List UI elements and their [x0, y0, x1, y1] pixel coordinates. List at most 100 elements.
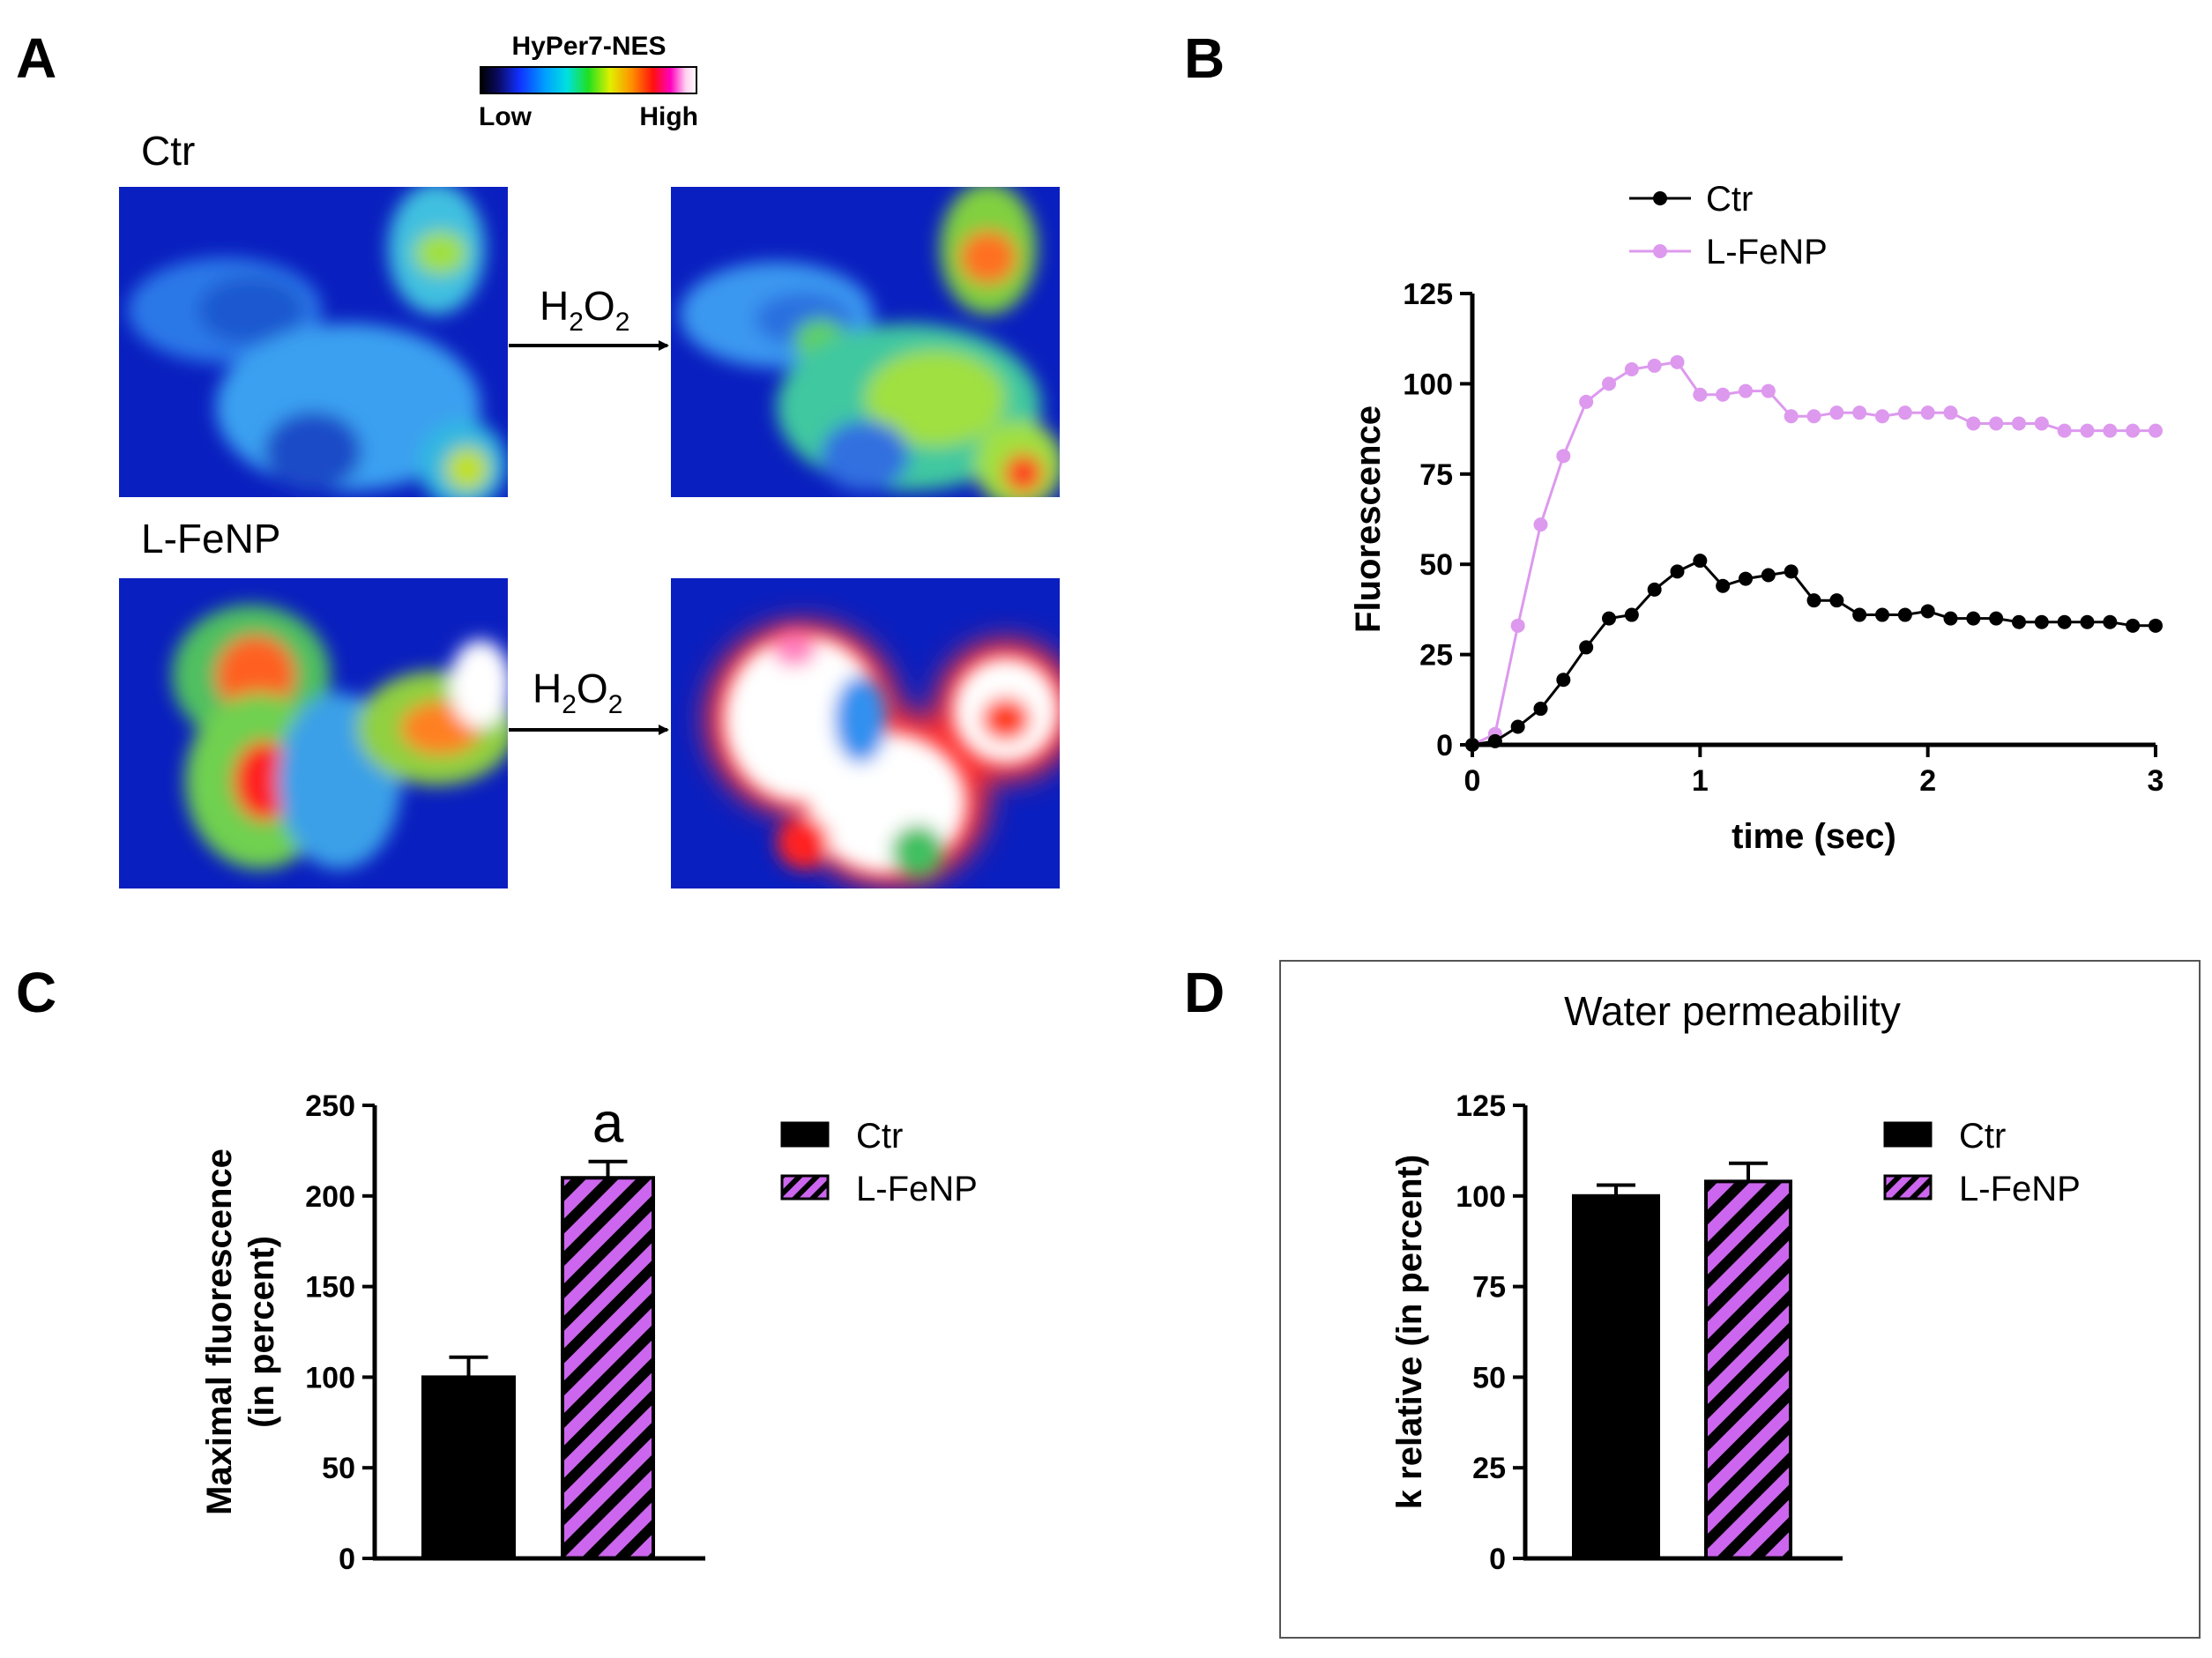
data-point-ctr [1465, 738, 1479, 752]
y-tick-label-c: 0 [339, 1543, 355, 1576]
data-point-l-fenp [1556, 449, 1571, 464]
micrograph-lfenp-before [119, 578, 508, 888]
y-tick-label-d: 0 [1489, 1543, 1506, 1576]
data-point-ctr [1533, 702, 1548, 717]
data-point-l-fenp [1739, 383, 1753, 398]
data-point-ctr [1875, 607, 1889, 622]
y-axis-title-c: Maximal fluorescence [200, 1149, 239, 1515]
bar-ctr-d [1572, 1193, 1660, 1561]
y-tick-label-b: 125 [1403, 278, 1453, 311]
data-point-ctr [1693, 554, 1708, 569]
legend-swatch-l-fenp-c [780, 1174, 830, 1201]
data-point-l-fenp [1784, 409, 1799, 424]
row-label-lfenp: L-FeNP [141, 516, 280, 561]
x-tick-label-b: 1 [1692, 764, 1709, 798]
y-tick-label-b: 50 [1419, 548, 1453, 582]
legend-label-l-fenp-d: L-FeNP [1959, 1170, 2081, 1208]
legend-swatch-ctr-c [780, 1121, 830, 1148]
y-tick-label-d: 25 [1472, 1452, 1506, 1485]
data-point-ctr [1761, 568, 1776, 583]
y-tick-label-d: 100 [1456, 1180, 1506, 1214]
data-point-l-fenp [2103, 423, 2118, 438]
y-tick-label-b: 75 [1419, 458, 1453, 492]
panel-d-frame [1279, 960, 2201, 1639]
y-tick-label-d: 125 [1456, 1089, 1506, 1123]
data-point-ctr [1739, 571, 1753, 586]
data-point-ctr [1966, 611, 1981, 626]
legend-label-l-fenp-c: L-FeNP [856, 1170, 978, 1208]
bar-l-fenp-d [1704, 1179, 1792, 1561]
line-chart-b: 0 25 50 75 100 125 0 1 2 3 time (sec) Fluorescence C… [1349, 180, 2164, 856]
data-point-ctr [1989, 611, 2004, 626]
micrograph-lfenp-after [671, 578, 1060, 888]
data-point-ctr [1806, 593, 1821, 608]
data-point-ctr [2080, 614, 2095, 629]
data-point-ctr [1579, 640, 1594, 655]
panel-label-a: A [16, 26, 56, 90]
x-axis-title-b: time (sec) [1732, 817, 1896, 856]
data-point-l-fenp [2057, 423, 2072, 438]
data-point-l-fenp [1693, 387, 1708, 402]
arrow-label-ctr: H2O2 [540, 283, 629, 337]
legend-label-l-fenp: L-FeNP [1706, 233, 1828, 271]
data-point-l-fenp [1647, 358, 1662, 373]
data-point-l-fenp [1533, 517, 1548, 532]
y-tick-label-c: 200 [305, 1180, 355, 1214]
y-axis-title-c: (in percent) [242, 1236, 281, 1428]
data-point-l-fenp [1761, 383, 1776, 398]
legend-swatch-ctr-d [1883, 1121, 1933, 1148]
data-point-l-fenp [1806, 409, 1821, 424]
colorbar-title: HyPer7-NES [511, 32, 666, 61]
data-point-l-fenp [1716, 387, 1731, 402]
data-point-ctr [1920, 604, 1935, 619]
data-point-l-fenp [1829, 405, 1844, 420]
colorbar-high-label: High [639, 102, 698, 131]
data-point-l-fenp [1852, 405, 1867, 420]
y-tick-label-c: 50 [322, 1452, 355, 1485]
x-tick-label-b: 2 [1919, 764, 1936, 798]
panel-label-c: C [16, 961, 56, 1024]
bar-chart-c: a 0 50 100 150 200 250 Maximal fluorescence (in … [200, 1089, 978, 1576]
data-point-l-fenp [2080, 423, 2095, 438]
y-tick-label-d: 50 [1472, 1361, 1506, 1394]
data-point-l-fenp [2012, 416, 2026, 431]
x-tick-label-b: 0 [1464, 764, 1481, 798]
data-point-l-fenp [2034, 416, 2049, 431]
legend-label-ctr-c: Ctr [856, 1117, 903, 1156]
panel-label-b: B [1184, 26, 1225, 90]
data-point-ctr [1784, 564, 1799, 579]
data-point-l-fenp [2149, 423, 2163, 438]
y-tick-label-c: 250 [305, 1089, 355, 1123]
legend-label-ctr: Ctr [1706, 180, 1753, 219]
y-tick-label-c: 100 [305, 1361, 355, 1394]
x-tick-label-b: 3 [2148, 764, 2164, 798]
data-point-l-fenp [1670, 354, 1685, 369]
data-point-ctr [1487, 733, 1502, 748]
data-point-ctr [1943, 611, 1958, 626]
data-point-ctr [2012, 614, 2026, 629]
y-tick-label-c: 150 [305, 1271, 355, 1305]
y-tick-label-b: 0 [1436, 729, 1453, 762]
data-point-ctr [1897, 607, 1912, 622]
row-label-ctr: Ctr [141, 128, 195, 174]
legend-swatch-l-fenp-d [1883, 1174, 1933, 1201]
data-point-l-fenp [1510, 618, 1525, 633]
micrograph-ctr-after [671, 187, 1060, 497]
y-tick-label-d: 75 [1472, 1271, 1506, 1305]
y-axis-title-d: k relative (in percent) [1390, 1155, 1429, 1509]
legend-marker-ctr [1653, 191, 1667, 205]
data-point-ctr [1624, 607, 1639, 622]
data-point-ctr [2126, 618, 2141, 633]
y-tick-label-b: 100 [1403, 368, 1453, 401]
data-point-l-fenp [1966, 416, 1981, 431]
chart-title-d: Water permeability [1564, 988, 1901, 1034]
arrow-label-lfenp: H2O2 [533, 665, 622, 719]
colorbar-gradient [480, 66, 697, 94]
data-point-ctr [2057, 614, 2072, 629]
data-point-ctr [1647, 582, 1662, 597]
micrograph-ctr-before [119, 187, 508, 497]
data-point-l-fenp [1943, 405, 1958, 420]
data-point-l-fenp [1897, 405, 1912, 420]
data-point-ctr [2149, 618, 2163, 633]
